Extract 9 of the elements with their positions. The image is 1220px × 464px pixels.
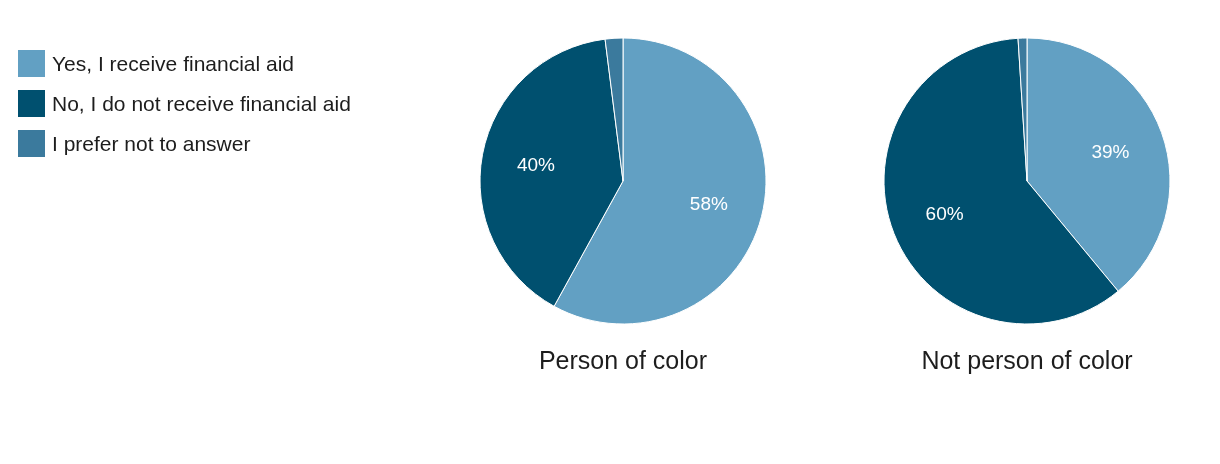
text: Not person of color <box>921 346 1133 374</box>
data-label: 60% <box>925 203 964 225</box>
data-label: 39% <box>1091 140 1130 162</box>
data-label: 40% <box>516 154 556 176</box>
legend-label: No, I do not receive financial aid <box>52 92 351 116</box>
legend-label: I prefer not to answer <box>52 132 251 156</box>
data-label: 58% <box>689 192 728 214</box>
legend-label: Yes, I receive financial aid <box>52 52 295 76</box>
text: Person of color <box>538 346 708 374</box>
